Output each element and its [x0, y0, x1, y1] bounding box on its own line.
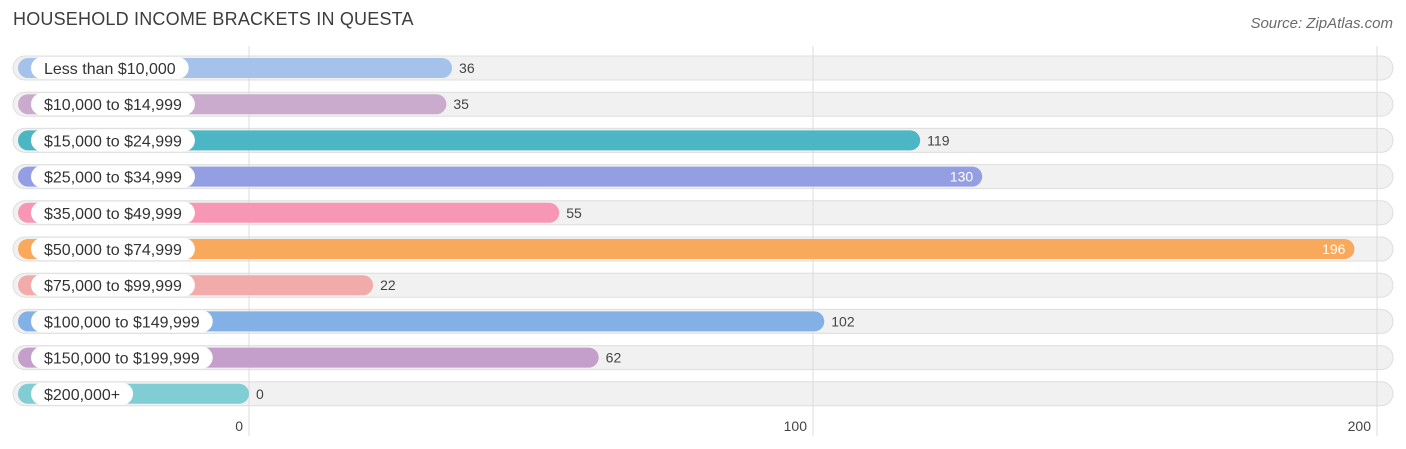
- value-label: 35: [453, 96, 469, 112]
- labels: Less than $10,000 36 $10,000 to $14,999 35 $…: [31, 57, 1346, 405]
- chart-source: Source: ZipAtlas.com: [1250, 15, 1393, 32]
- value-label: 102: [831, 313, 855, 329]
- row-track: [12, 381, 1394, 407]
- category-label: Less than $10,000: [44, 61, 176, 78]
- bar: [18, 130, 921, 151]
- category-label-pill: [31, 93, 195, 116]
- category-label-pill: [31, 310, 213, 333]
- category-label-pill: [31, 201, 195, 224]
- category-label-pill: [31, 382, 134, 405]
- value-label: 0: [256, 386, 264, 402]
- value-label: 119: [927, 132, 950, 148]
- value-label: 62: [606, 350, 622, 366]
- category-label-pill: [31, 165, 195, 188]
- category-label-pill: [31, 57, 189, 79]
- category-label-pill: [31, 129, 195, 152]
- value-label: 130: [950, 169, 974, 185]
- x-tick-label: 100: [784, 418, 808, 434]
- value-label: 22: [380, 277, 396, 293]
- x-tick-label: 200: [1348, 418, 1372, 434]
- category-label: $10,000 to $14,999: [44, 97, 182, 114]
- category-label: $150,000 to $199,999: [44, 351, 200, 368]
- category-label: $200,000+: [44, 387, 120, 404]
- category-label-pill: [31, 346, 213, 369]
- category-label: $50,000 to $74,999: [44, 242, 182, 259]
- value-label: 196: [1322, 241, 1346, 257]
- category-label: $75,000 to $99,999: [44, 278, 182, 295]
- bar: [18, 311, 825, 332]
- category-label-pill: [31, 274, 195, 297]
- category-label: $35,000 to $49,999: [44, 206, 182, 223]
- bar: [18, 239, 1355, 259]
- value-label: 36: [459, 60, 475, 76]
- category-label: $15,000 to $24,999: [44, 133, 182, 150]
- category-label: $25,000 to $34,999: [44, 170, 182, 187]
- value-label: 55: [566, 205, 582, 221]
- chart-title: HOUSEHOLD INCOME BRACKETS IN QUESTA: [13, 9, 414, 29]
- category-label: $100,000 to $149,999: [44, 314, 200, 331]
- x-tick-label: 0: [235, 418, 243, 434]
- bar: [18, 166, 983, 187]
- category-label-pill: [31, 238, 195, 260]
- x-axis: 0 100 200: [235, 418, 1371, 434]
